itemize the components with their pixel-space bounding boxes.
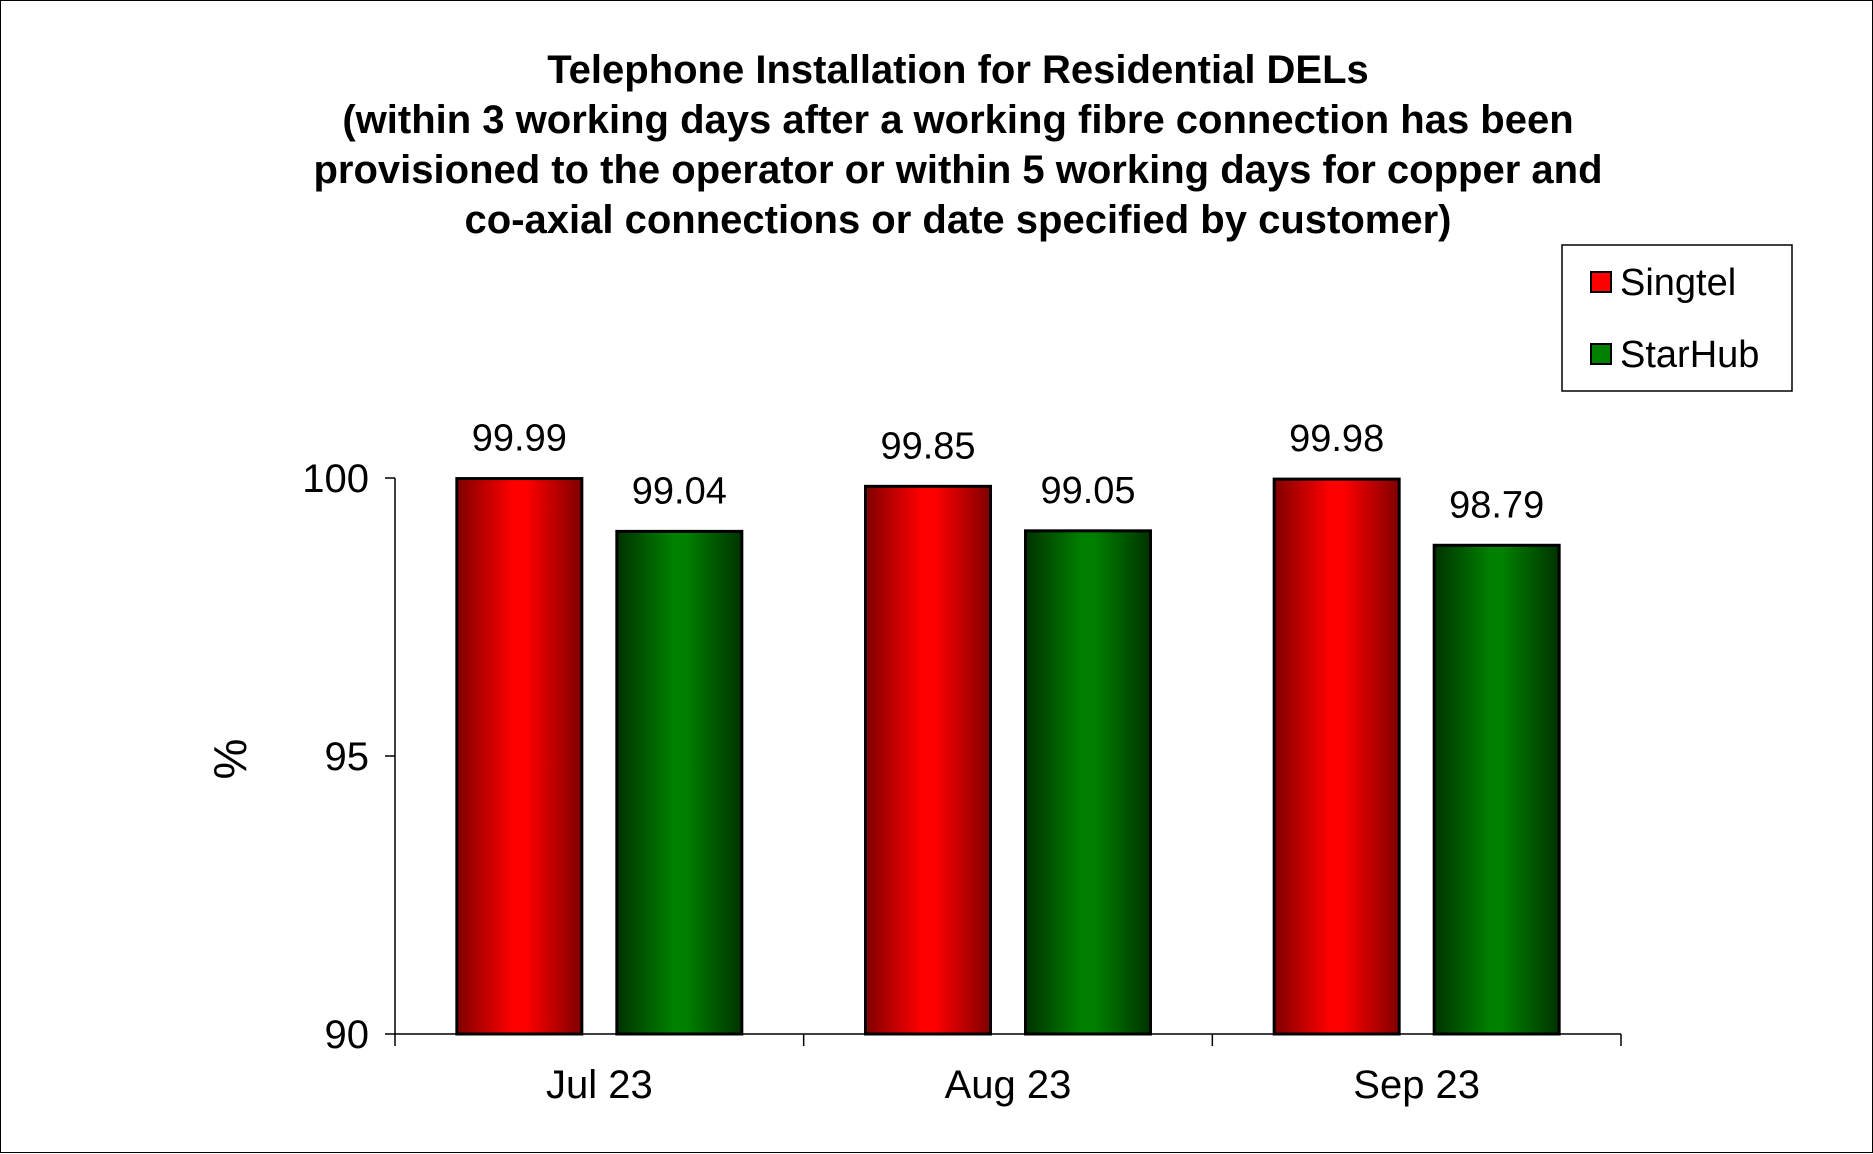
bar-singtel-0 bbox=[455, 477, 584, 1036]
data-label-starhub-1: 99.05 bbox=[1040, 470, 1135, 512]
legend-swatch-singtel bbox=[1590, 271, 1612, 293]
x-tick-label-2: Sep 23 bbox=[1353, 1063, 1480, 1107]
chart-title-line-2: (within 3 working days after a working f… bbox=[342, 98, 1573, 142]
legend: Singtel StarHub bbox=[1561, 244, 1793, 392]
data-label-singtel-0: 99.99 bbox=[472, 418, 567, 460]
legend-label-singtel: Singtel bbox=[1620, 262, 1736, 304]
legend-swatch-starhub bbox=[1590, 343, 1612, 365]
bar-starhub-2 bbox=[1432, 543, 1561, 1036]
data-label-singtel-1: 99.85 bbox=[880, 425, 975, 467]
chart-title: Telephone Installation for Residential D… bbox=[313, 48, 1602, 242]
chart-title-line-3: provisioned to the operator or within 5 … bbox=[313, 148, 1602, 192]
y-tick-label-95: 95 bbox=[325, 735, 370, 779]
legend-box bbox=[1561, 244, 1793, 392]
x-tick-label-1: Aug 23 bbox=[945, 1063, 1072, 1107]
bar-starhub-0 bbox=[615, 529, 744, 1036]
legend-label-starhub: StarHub bbox=[1620, 334, 1759, 376]
y-axis-label: % bbox=[204, 739, 256, 780]
data-label-starhub-2: 98.79 bbox=[1449, 484, 1544, 526]
data-label-starhub-0: 99.04 bbox=[632, 470, 727, 512]
y-tick-label-90: 90 bbox=[325, 1013, 370, 1057]
bar-starhub-1 bbox=[1024, 529, 1152, 1036]
chart-title-line-4: co-axial connections or date specified b… bbox=[465, 198, 1452, 242]
y-tick-label-100: 100 bbox=[302, 457, 369, 501]
bar-singtel-2 bbox=[1272, 477, 1401, 1036]
x-tick-label-0: Jul 23 bbox=[546, 1063, 653, 1107]
bar-singtel-1 bbox=[864, 484, 992, 1036]
chart-title-line-1: Telephone Installation for Residential D… bbox=[547, 48, 1369, 92]
plot-area: 90 95 100 Jul 23 99.99 99.04 Aug 23 99.85 99.05 S… bbox=[302, 418, 1622, 1107]
data-label-singtel-2: 99.98 bbox=[1289, 418, 1384, 460]
